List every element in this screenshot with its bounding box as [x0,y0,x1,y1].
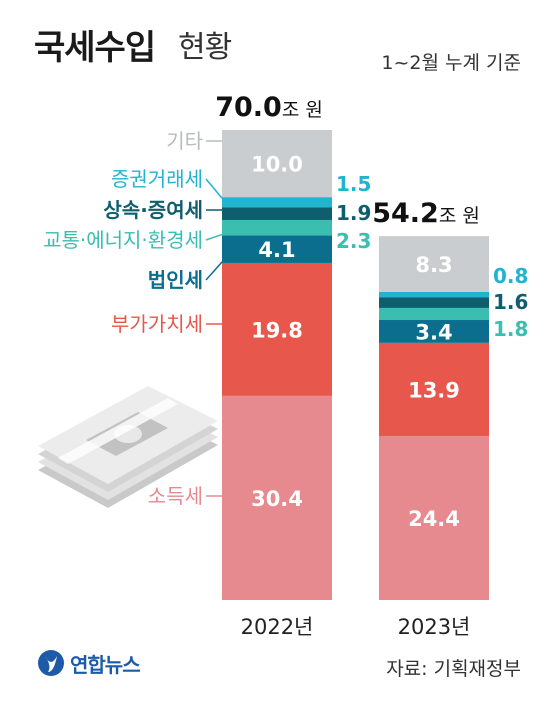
bar-segment-1-1 [379,342,489,437]
total-label-1: 54.2조 원 [372,198,480,229]
bar-segment-0-6 [222,130,332,198]
bar-value-label-1-3: 1.8 [493,317,528,341]
bar-segment-1-2 [379,320,489,343]
chart-title-light: 현황 [178,30,232,65]
basis-note: 1~2월 누계 기준 [381,52,521,74]
bar-value-label-1-5: 0.8 [493,264,528,288]
series-label-4: 상속·증여세 [103,198,203,222]
total-label-0: 70.0조 원 [215,92,323,123]
leader-line-3 [205,233,223,241]
bar-segment-1-3 [379,307,489,321]
bar-segment-0-3 [222,219,332,236]
bar-segment-0-1 [222,262,332,396]
bar-value-label-1-0: 24.4 [408,507,460,531]
bar-value-label-0-0: 30.4 [251,487,303,511]
chart-title: 국세수입 [34,28,156,68]
source-credit: 자료: 기획재정부 [386,658,521,680]
logo-text: 연합뉴스 [70,652,141,677]
bar-segment-1-4 [379,297,489,308]
bar-value-label-1-2: 3.4 [415,320,452,344]
bar-segment-1-5 [379,291,489,298]
series-label-6: 기타 [166,129,203,153]
series-label-0: 소득세 [148,484,203,508]
bar-value-label-0-4: 1.9 [336,201,371,225]
series-label-5: 증권거래세 [111,167,203,191]
bar-segment-0-4 [222,207,332,220]
bar-value-label-0-2: 4.1 [258,238,295,262]
bar-segment-0-2 [222,235,332,263]
category-label-1: 2023년 [398,615,471,639]
bar-segment-0-5 [222,197,332,208]
cash-stack-illustration [38,386,218,508]
yonhap-logo-icon [38,650,64,676]
bar-segment-1-6 [379,236,489,292]
bar-value-label-0-6: 10.0 [251,153,303,177]
bar-value-label-1-6: 8.3 [415,253,452,277]
leader-line-2 [205,261,223,281]
bar-value-label-1-4: 1.6 [493,290,528,314]
category-label-0: 2022년 [241,615,314,639]
bar-value-label-0-1: 19.8 [251,318,303,342]
bar-value-label-0-3: 2.3 [336,229,371,253]
leader-line-5 [205,178,223,199]
yonhap-logo: 연합뉴스 [36,648,141,678]
bar-segment-0-0 [222,395,332,600]
bar-value-label-1-1: 13.9 [408,379,460,403]
bar-value-label-0-5: 1.5 [336,172,371,196]
bar-segment-1-0 [379,436,489,600]
series-label-2: 법인세 [148,268,203,292]
series-label-1: 부가가치세 [111,312,203,336]
series-label-3: 교통·에너지·환경세 [43,228,203,252]
